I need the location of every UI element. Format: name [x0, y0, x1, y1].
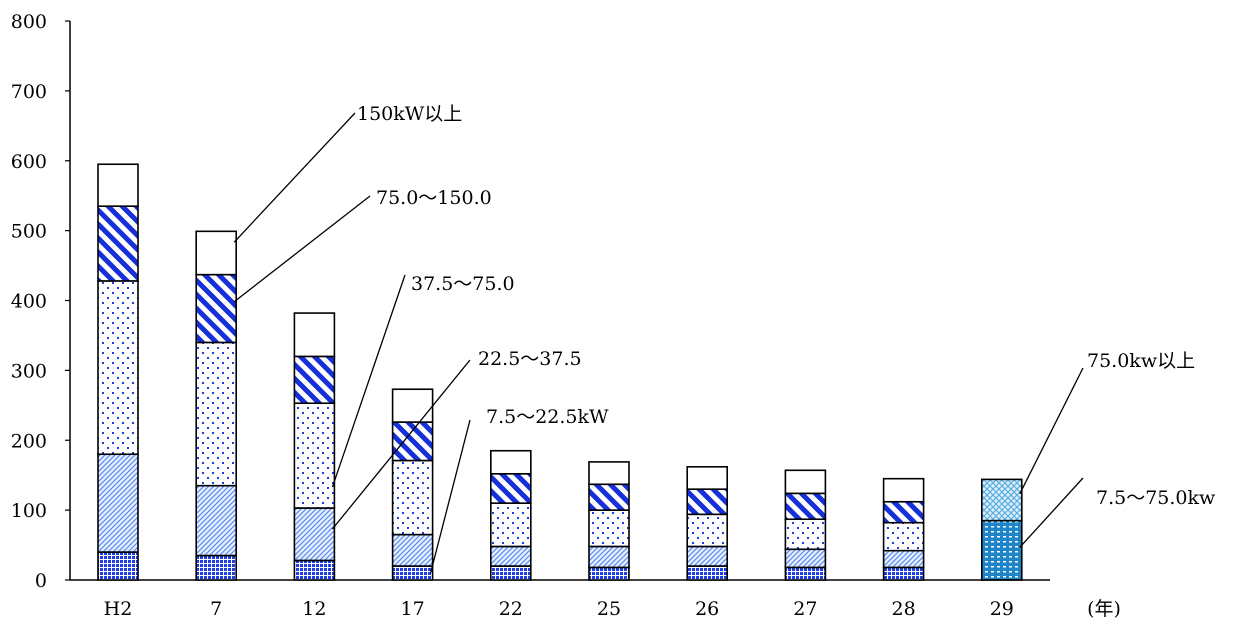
bar-segment [195, 341, 237, 487]
x-tick-label: 17 [401, 598, 425, 620]
y-tick-label: 0 [35, 570, 47, 592]
x-tick-label: 7 [210, 598, 222, 620]
y-tick-label: 200 [11, 430, 47, 452]
annotation-leader-line [233, 195, 371, 303]
y-tick-label: 700 [11, 81, 47, 103]
x-tick-label: H2 [104, 598, 133, 620]
bar-segment [97, 453, 139, 553]
x-tick-label: 28 [892, 598, 916, 620]
annotations: 150kW以上 75.0～150.0 37.5～75.0 22.5～37.5 7.5～2… [233, 103, 1216, 574]
bar-segment [489, 545, 532, 567]
bar-segment [293, 312, 336, 358]
y-tick-label: 400 [11, 291, 47, 313]
bar-segment [588, 509, 630, 548]
x-tick-label: 22 [499, 598, 523, 620]
bar-segment [195, 554, 237, 581]
bar-segment [784, 518, 827, 551]
bar-segment [97, 280, 139, 456]
bar-segment [391, 459, 434, 536]
bar-segment [489, 472, 532, 504]
bar-segment [391, 565, 434, 581]
bar-segment [489, 565, 532, 581]
bar-segment [882, 549, 925, 569]
bar-segment [588, 461, 630, 486]
bar-segment [195, 273, 237, 344]
bar-segment [784, 548, 827, 569]
bar-segment [97, 551, 139, 581]
bar-segment [882, 477, 925, 503]
bar-segment [588, 545, 630, 569]
x-tick-label: 27 [793, 598, 817, 620]
annotation-label: 75.0～150.0 [376, 187, 492, 209]
annotation-label: 7.5～22.5kW [486, 406, 609, 428]
x-unit-label: (年) [1087, 598, 1121, 620]
annotation-leader-line [1019, 367, 1084, 495]
bar-segment [391, 533, 434, 567]
bar-segment [784, 469, 827, 495]
bar-segment [784, 566, 827, 581]
bar-segment [489, 449, 532, 475]
y-tick-label: 500 [11, 221, 47, 243]
bar-segment [686, 488, 729, 516]
bar-segment [882, 566, 925, 581]
bar-segment [195, 484, 237, 557]
annotation-leader-line [331, 274, 406, 488]
bar-segment [980, 478, 1023, 522]
bar-segment [391, 388, 434, 423]
bars [97, 163, 1023, 581]
x-tick-label: 25 [597, 598, 621, 620]
bar-segment [391, 421, 434, 462]
bar-segment [195, 230, 237, 276]
bar-segment [686, 513, 729, 548]
bar-segment [489, 502, 532, 548]
x-tick-label: 12 [302, 598, 326, 620]
annotation-leader-line [1019, 477, 1084, 548]
bar-segment [97, 205, 139, 282]
labels: 0 100 200 300 400 500 600 700 800 H2 7 12 17 22 25 26 27… [11, 11, 1121, 620]
annotation-label: 75.0kw以上 [1087, 350, 1195, 372]
annotation-label: 37.5～75.0 [411, 273, 515, 295]
annotation-label: 22.5～37.5 [478, 348, 582, 370]
y-tick-label: 600 [11, 151, 47, 173]
bar-segment [293, 355, 336, 405]
y-tick-label: 100 [11, 500, 47, 522]
x-tick-label: 29 [990, 598, 1014, 620]
annotation-leader-line [429, 419, 471, 574]
y-tick-label: 300 [11, 360, 47, 382]
bar-segment [686, 565, 729, 581]
annotation-label: 7.5～75.0kw [1096, 487, 1216, 509]
y-tick-label: 800 [11, 11, 47, 33]
bar-segment [97, 163, 139, 207]
annotation-leader-line [331, 359, 471, 530]
annotation-label: 150kW以上 [357, 103, 462, 125]
x-tick-label: 26 [695, 598, 719, 620]
bar-segment [882, 500, 925, 524]
bar-segment [588, 483, 630, 511]
bar-segment [293, 559, 336, 581]
bar-segment [784, 492, 827, 521]
bar-segment [588, 566, 630, 581]
bar-segment [293, 402, 336, 509]
bar-segment [686, 545, 729, 567]
bar-segment [293, 507, 336, 562]
bar-segment [686, 466, 729, 490]
annotation-leader-line [233, 112, 356, 243]
bar-segment [882, 521, 925, 552]
bar-segment [980, 519, 1023, 581]
